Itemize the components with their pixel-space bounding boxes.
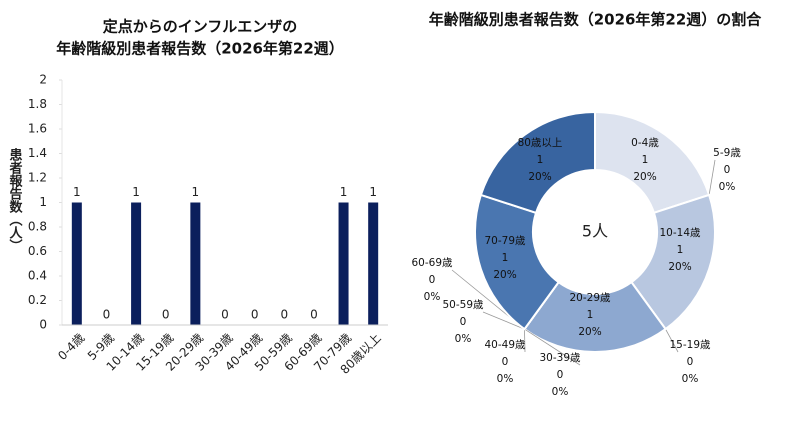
y-tick-label: 1.6 (28, 122, 47, 136)
bar (131, 202, 142, 325)
donut-slice (474, 193, 560, 331)
data-label: 1 (73, 185, 81, 199)
data-label: 0 (310, 308, 318, 322)
slice-percent: 0% (552, 386, 569, 398)
slice-category: 10-14歳 (659, 227, 701, 239)
bar (368, 202, 379, 325)
slice-category: 20-29歳 (569, 292, 611, 304)
leader-line (524, 328, 581, 366)
slice-value: 0 (687, 356, 694, 368)
slice-percent: 0% (682, 373, 699, 385)
slice-category: 70-79歳 (484, 235, 526, 247)
leader-line (708, 159, 716, 195)
data-label: 0 (251, 308, 259, 322)
slice-percent: 20% (668, 261, 691, 273)
chart-title: 年齢階級別患者報告数（2026年第22週）の割合 (429, 11, 763, 29)
slice-category: 15-19歳 (669, 339, 711, 351)
donut-slice (594, 110, 711, 215)
slice-category: 50-59歳 (442, 299, 484, 311)
slice-value: 1 (677, 244, 684, 256)
y-tick-label: 0.8 (28, 220, 47, 234)
y-tick-label: 1.4 (28, 146, 47, 160)
slice-category: 40-49歳 (484, 339, 526, 351)
x-tick-label: 0-4歳 (55, 331, 87, 363)
bar (190, 202, 201, 325)
chart-title: 定点からのインフルエンザの (103, 18, 298, 36)
slice-value: 0 (429, 274, 436, 286)
slice-category: 5-9歳 (713, 147, 741, 159)
y-axis-label: 患者報告数（人） (7, 147, 24, 252)
slice-value: 1 (537, 154, 544, 166)
data-label: 0 (280, 308, 288, 322)
donut-slice (479, 110, 596, 215)
y-tick-label: 0.4 (28, 269, 47, 283)
slice-category: 80歳以上 (518, 137, 563, 149)
center-label: 5人 (582, 222, 608, 241)
slice-percent: 20% (528, 171, 551, 183)
data-label: 1 (340, 185, 348, 199)
leader-line (665, 328, 679, 353)
y-tick-label: 1 (39, 195, 47, 209)
slice-value: 1 (502, 252, 509, 264)
slice-value: 1 (587, 309, 594, 321)
y-tick-label: 0 (39, 318, 47, 332)
slice-value: 0 (557, 369, 564, 381)
y-tick-label: 2 (39, 73, 47, 87)
data-label: 0 (103, 308, 111, 322)
slice-percent: 0% (424, 291, 441, 303)
slice-category: 30-39歳 (539, 352, 581, 364)
y-tick-label: 0.6 (28, 244, 47, 258)
leader-line (524, 329, 526, 353)
data-label: 0 (221, 308, 229, 322)
slice-percent: 20% (633, 171, 656, 183)
slice-value: 0 (460, 316, 467, 328)
y-tick-label: 0.2 (28, 293, 47, 307)
bar (338, 202, 349, 325)
donut-slice (630, 193, 716, 331)
slice-percent: 0% (497, 373, 514, 385)
slice-percent: 20% (493, 269, 516, 281)
y-tick-label: 1.8 (28, 97, 47, 111)
slice-value: 1 (642, 154, 649, 166)
slice-percent: 0% (455, 333, 472, 345)
leader-line (482, 311, 525, 330)
slice-category: 60-69歳 (411, 257, 453, 269)
bar (71, 202, 82, 325)
data-label: 1 (369, 185, 377, 199)
y-tick-label: 1.2 (28, 171, 47, 185)
slice-percent: 20% (578, 326, 601, 338)
chart-title: 年齢階級別患者報告数（2026年第22週） (56, 40, 344, 58)
data-label: 0 (162, 308, 170, 322)
data-label: 1 (132, 185, 140, 199)
slice-percent: 0% (719, 181, 736, 193)
slice-value: 0 (724, 164, 731, 176)
slice-category: 0-4歳 (631, 137, 659, 149)
slice-value: 0 (502, 356, 509, 368)
data-label: 1 (192, 185, 200, 199)
